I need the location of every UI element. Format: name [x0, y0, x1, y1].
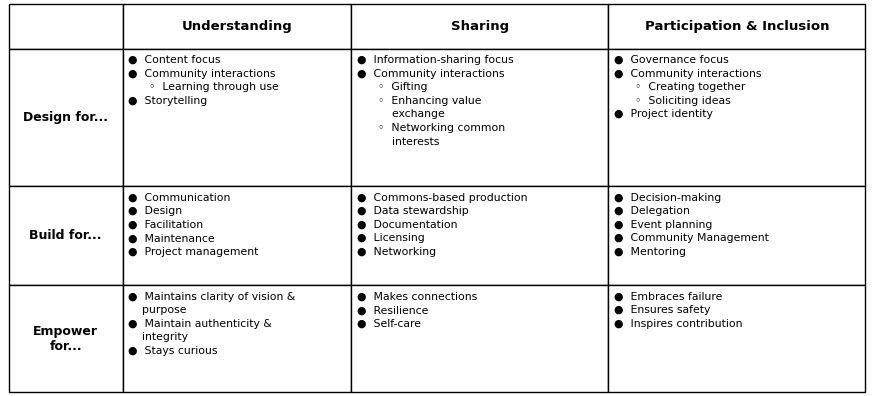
Bar [122, 49, 351, 187]
Bar [122, 285, 351, 392]
Text: Empower
for...: Empower for... [33, 325, 98, 353]
Bar [9, 187, 122, 285]
Text: ●  Content focus
●  Community interactions
      ◦  Learning through use
●  Stor: ● Content focus ● Community interactions… [128, 55, 279, 106]
Text: ●  Makes connections
●  Resilience
●  Self-care: ● Makes connections ● Resilience ● Self-… [357, 291, 477, 329]
Bar [9, 285, 122, 392]
Bar [608, 49, 865, 187]
Bar [351, 187, 608, 285]
Bar [608, 4, 865, 49]
Bar [122, 187, 351, 285]
Text: ●  Maintains clarity of vision &
    purpose
●  Maintain authenticity &
    inte: ● Maintains clarity of vision & purpose … [128, 291, 295, 356]
Text: ●  Embraces failure
●  Ensures safety
●  Inspires contribution: ● Embraces failure ● Ensures safety ● In… [614, 291, 742, 329]
Text: ●  Decision-making
●  Delegation
●  Event planning
●  Community Management
●  Me: ● Decision-making ● Delegation ● Event p… [614, 193, 768, 257]
Bar [9, 4, 122, 49]
Bar [351, 49, 608, 187]
Text: ●  Communication
●  Design
●  Facilitation
●  Maintenance
●  Project management: ● Communication ● Design ● Facilitation … [128, 193, 259, 257]
Text: ●  Governance focus
●  Community interactions
      ◦  Creating together
      ◦: ● Governance focus ● Community interacti… [614, 55, 761, 119]
Text: Design for...: Design for... [24, 111, 108, 124]
Bar [351, 285, 608, 392]
Bar [608, 187, 865, 285]
Bar [9, 49, 122, 187]
Text: Sharing: Sharing [451, 20, 509, 33]
Text: ●  Information-sharing focus
●  Community interactions
      ◦  Gifting
      ◦ : ● Information-sharing focus ● Community … [357, 55, 513, 147]
Text: Build for...: Build for... [30, 229, 102, 242]
Bar [351, 4, 608, 49]
Bar [608, 285, 865, 392]
Bar [122, 4, 351, 49]
Text: ●  Commons-based production
●  Data stewardship
●  Documentation
●  Licensing
● : ● Commons-based production ● Data stewar… [357, 193, 527, 257]
Text: Participation & Inclusion: Participation & Inclusion [644, 20, 829, 33]
Text: Understanding: Understanding [182, 20, 293, 33]
